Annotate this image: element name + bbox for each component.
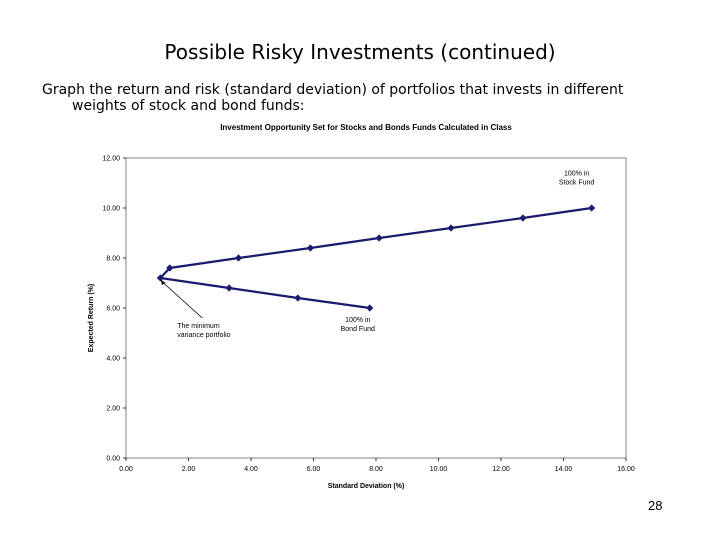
data-point bbox=[166, 264, 174, 272]
annotation-bond: 100% in bbox=[345, 317, 370, 324]
data-point bbox=[588, 204, 596, 212]
y-tick-label: 6.00 bbox=[106, 306, 120, 313]
data-point bbox=[519, 214, 527, 222]
data-point bbox=[375, 234, 383, 242]
data-point bbox=[447, 224, 455, 232]
x-tick-label: 2.00 bbox=[182, 466, 196, 473]
data-point bbox=[366, 304, 374, 312]
data-point bbox=[306, 244, 314, 252]
x-axis-label: Standard Deviation (%) bbox=[328, 483, 405, 490]
x-tick-label: 14.00 bbox=[555, 466, 573, 473]
data-point bbox=[294, 294, 302, 302]
annotation-min-var: The minimum bbox=[177, 323, 220, 330]
y-tick-label: 4.00 bbox=[106, 356, 120, 363]
x-tick-label: 0.00 bbox=[119, 466, 133, 473]
x-tick-label: 6.00 bbox=[307, 466, 321, 473]
body-line-1: Graph the return and risk (standard devi… bbox=[42, 82, 624, 98]
annotation-min-var: variance portfolio bbox=[177, 332, 230, 339]
chart-title: Investment Opportunity Set for Stocks an… bbox=[220, 123, 512, 132]
page-number: 28 bbox=[648, 498, 663, 513]
y-tick-label: 0.00 bbox=[106, 456, 120, 463]
x-tick-label: 16.00 bbox=[617, 466, 635, 473]
y-tick-label: 8.00 bbox=[106, 256, 120, 263]
x-tick-label: 8.00 bbox=[369, 466, 383, 473]
chart: Investment Opportunity Set for Stocks an… bbox=[60, 118, 660, 500]
y-tick-label: 10.00 bbox=[102, 206, 120, 213]
data-point bbox=[234, 254, 243, 262]
slide-title: Possible Risky Investments (continued) bbox=[164, 40, 556, 64]
annotation-arrowhead bbox=[160, 279, 166, 285]
slide-body-text: Graph the return and risk (standard devi… bbox=[42, 82, 662, 114]
data-point bbox=[225, 284, 233, 292]
plot-area-frame bbox=[125, 157, 627, 459]
annotation-stock: 100% in bbox=[564, 171, 589, 178]
annotation-arrow-line bbox=[161, 281, 203, 319]
y-axis-label: Expected Return (%) bbox=[88, 284, 95, 352]
x-tick-label: 10.00 bbox=[430, 466, 448, 473]
data-point bbox=[156, 274, 164, 282]
annotation-bond: Bond Fund bbox=[341, 326, 375, 333]
x-tick-label: 12.00 bbox=[492, 466, 510, 473]
chart-svg: Investment Opportunity Set for Stocks an… bbox=[88, 123, 635, 490]
x-tick-label: 4.00 bbox=[244, 466, 258, 473]
annotation-stock: Stock Fund bbox=[559, 180, 595, 187]
y-tick-label: 2.00 bbox=[106, 406, 120, 413]
body-line-2: weights of stock and bond funds: bbox=[72, 98, 305, 114]
y-tick-label: 12.00 bbox=[102, 156, 120, 163]
